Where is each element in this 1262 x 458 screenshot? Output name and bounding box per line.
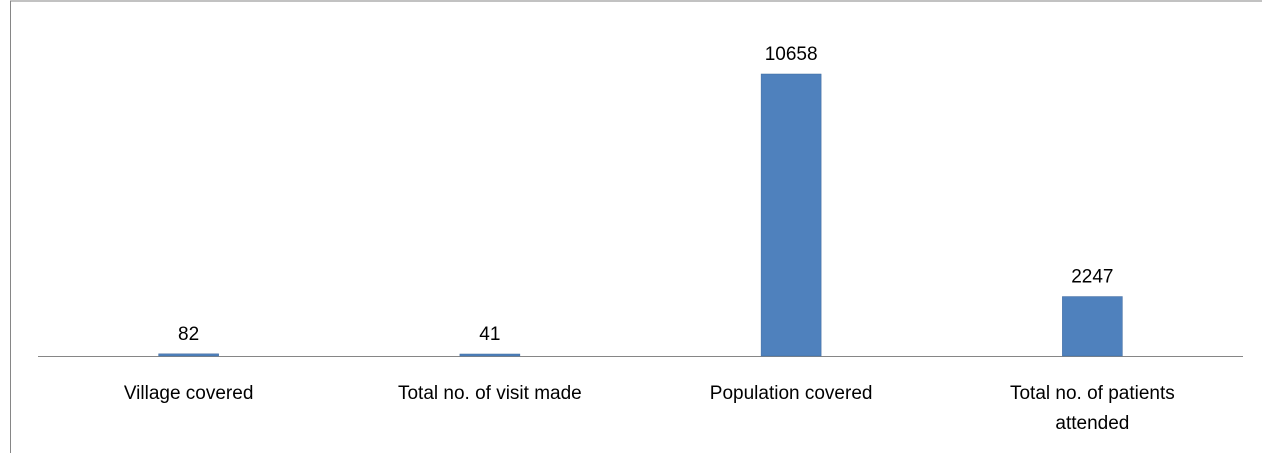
data-label-3: 2247 — [1071, 267, 1113, 288]
data-label-2: 10658 — [765, 44, 818, 65]
category-label-2: Population covered — [710, 383, 873, 404]
category-label-3-line-1: attended — [1055, 413, 1129, 434]
bar-3 — [1062, 296, 1123, 357]
bar-0 — [158, 353, 219, 357]
category-label-3-line-0: Total no. of patients — [1010, 383, 1175, 404]
category-label-1: Total no. of visit made — [398, 383, 582, 404]
category-label-0: Village covered — [124, 383, 254, 404]
data-label-0: 82 — [178, 324, 199, 345]
bar-2 — [760, 73, 822, 357]
bars-layer — [158, 73, 1123, 357]
bar-1 — [459, 353, 521, 357]
data-labels-layer: 82 41 10658 2247 — [178, 44, 1113, 345]
data-label-1: 41 — [479, 324, 500, 345]
category-labels-layer: Village covered Total no. of visit made Po… — [124, 383, 1175, 434]
